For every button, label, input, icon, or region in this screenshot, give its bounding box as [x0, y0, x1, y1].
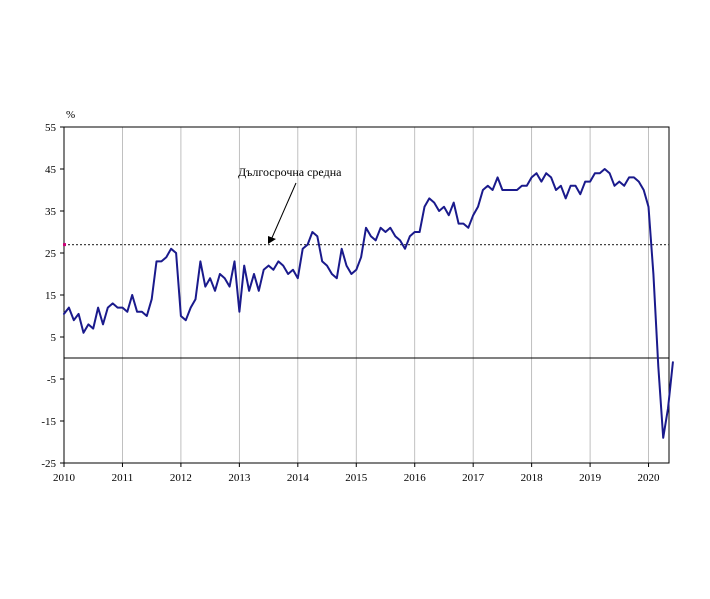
y-axis: 55 45 35 25 15 5 -5 -15 -25: [41, 122, 64, 470]
x-tick-label-2012: 2012: [170, 472, 192, 484]
x-tick-label-2015: 2015: [345, 472, 368, 484]
annotation-arrowhead: [268, 236, 276, 244]
y-tick-label-5: 5: [51, 332, 57, 344]
x-tick-label-2017: 2017: [462, 472, 485, 484]
plot-area-border: [63, 126, 670, 464]
y-tick-label--25: -25: [41, 458, 56, 470]
y-tick-label--5: -5: [47, 374, 57, 386]
x-tick-label-2014: 2014: [287, 472, 310, 484]
unit-label: %: [66, 109, 75, 121]
x-tick-label-2016: 2016: [404, 472, 427, 484]
x-tick-label-2020: 2020: [638, 472, 661, 484]
x-axis: 2010 2011 2012 2013 2014 2015 2016 2017 2018 2019…: [53, 463, 660, 484]
y-tick-label-25: 25: [45, 248, 57, 260]
x-tick-label-2010: 2010: [53, 472, 76, 484]
y-tick-label-15: 15: [45, 290, 57, 302]
series-line-indicator: [63, 168, 674, 439]
annotation-arrow: [270, 182, 297, 241]
x-tick-label-2019: 2019: [579, 472, 602, 484]
y-tick-label-35: 35: [45, 206, 57, 218]
y-tick-label-45: 45: [45, 164, 57, 176]
annotation-label: Дългосрочна средна: [238, 165, 342, 179]
x-tick-label-2013: 2013: [228, 472, 251, 484]
grid-layer: [122, 127, 649, 463]
y-tick-label--15: -15: [41, 416, 56, 428]
y-tick-label-55: 55: [45, 122, 57, 134]
x-tick-label-2011: 2011: [112, 472, 134, 484]
x-tick-label-2018: 2018: [521, 472, 544, 484]
average-marker: [63, 243, 66, 247]
